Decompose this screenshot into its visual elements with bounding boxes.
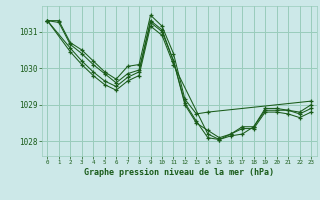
X-axis label: Graphe pression niveau de la mer (hPa): Graphe pression niveau de la mer (hPa)	[84, 168, 274, 177]
